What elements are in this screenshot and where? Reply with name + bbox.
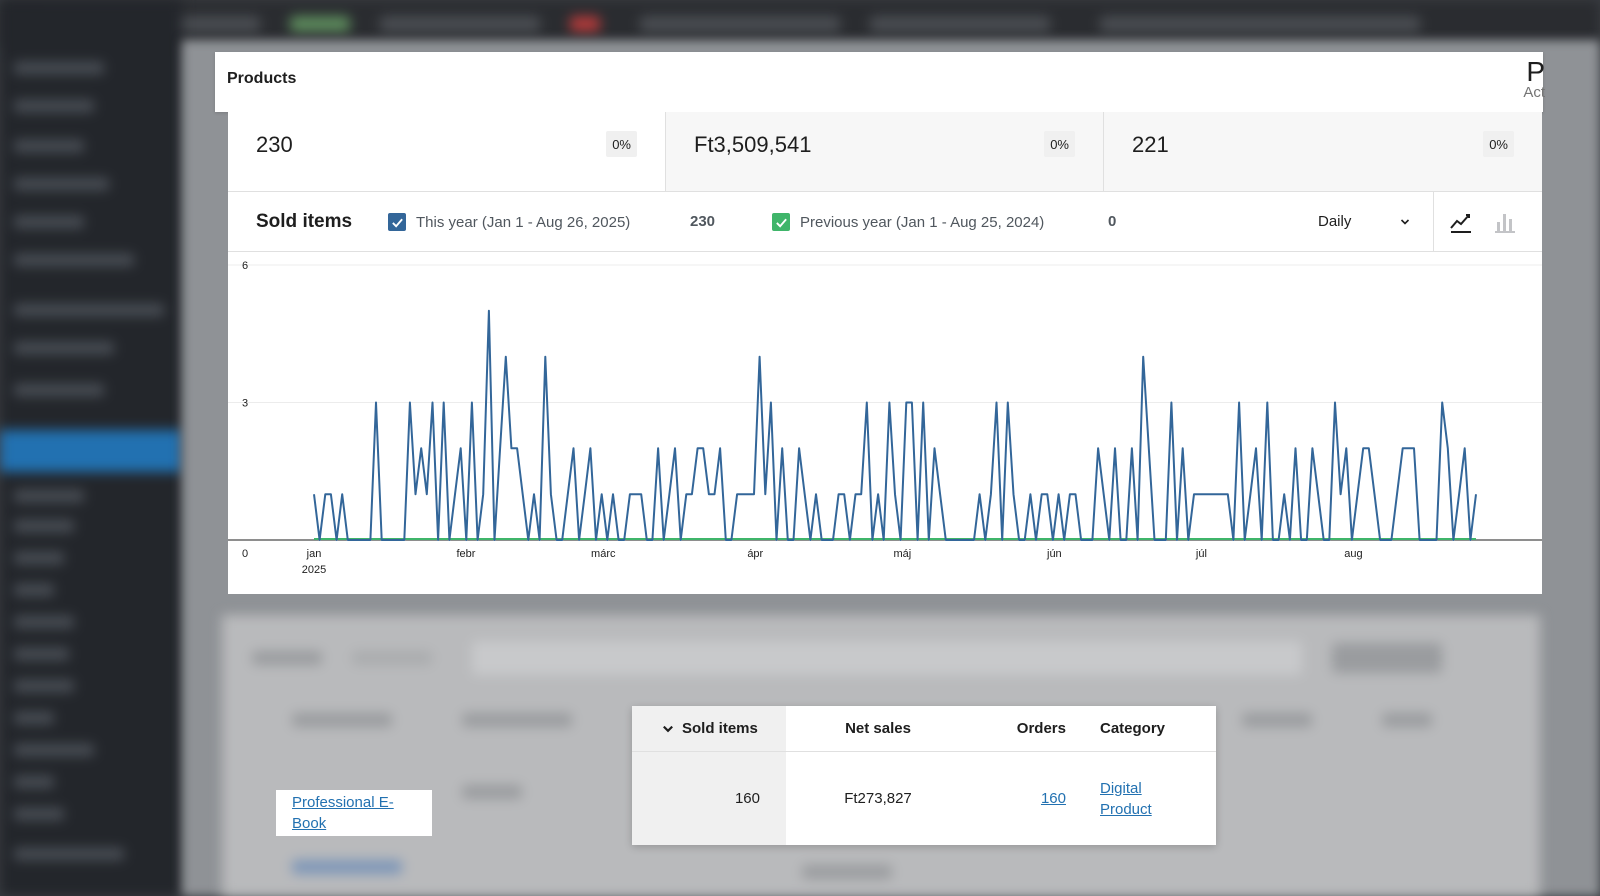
product-link[interactable]: Professional E-Book — [292, 794, 394, 832]
column-header-label: Orders — [1016, 720, 1066, 737]
summary-orders[interactable]: 221 0% — [1104, 112, 1542, 192]
line-chart-icon[interactable] — [1448, 209, 1474, 235]
product-stats-table: Sold items Net sales Orders Category 160… — [632, 706, 1216, 845]
report-header: Products P Act — [215, 52, 1545, 112]
x-tick-sublabel: 2025 — [302, 564, 326, 576]
sold-items-line-chart[interactable]: 0 3 6 jan 2025 febr márc ápr máj jún júl aug — [228, 252, 1542, 594]
check-icon — [775, 218, 787, 228]
orders-link[interactable]: 160 — [1040, 790, 1066, 807]
legend-previous-year[interactable]: Previous year (Jan 1 - Aug 25, 2024) — [772, 213, 1044, 231]
column-header-orders[interactable]: Orders — [970, 706, 1070, 752]
summary-sold-items[interactable]: 230 0% — [228, 112, 666, 192]
series-line-this-year — [313, 309, 1477, 541]
chart-legend-bar: Sold items This year (Jan 1 - Aug 26, 20… — [228, 192, 1542, 252]
category-link[interactable]: Digital Product — [1100, 779, 1152, 818]
cell-value: 160 — [734, 790, 760, 807]
interval-select[interactable]: Daily — [1318, 213, 1410, 230]
checkbox-previous-year[interactable] — [772, 213, 790, 231]
y-tick-label: 3 — [242, 398, 248, 410]
legend-label: This year (Jan 1 - Aug 26, 2025) — [416, 213, 631, 231]
legend-total-this-year: 230 — [690, 213, 716, 230]
cell-value: Ft273,827 — [844, 790, 912, 807]
chevron-down-icon — [663, 725, 673, 732]
checkbox-this-year[interactable] — [388, 213, 406, 231]
products-table-background — [222, 615, 1540, 896]
column-header-sold-items[interactable]: Sold items — [632, 706, 786, 752]
summary-value: 230 — [256, 132, 293, 157]
x-tick-label: júl — [1195, 548, 1207, 560]
check-icon — [391, 218, 403, 228]
column-header-label: Sold items — [682, 720, 758, 737]
column-header-label: Category — [1100, 720, 1166, 737]
cell-orders: 160 — [970, 752, 1070, 845]
summary-value: 221 — [1132, 132, 1169, 157]
y-tick-label: 6 — [242, 260, 248, 272]
column-header-label: Net sales — [845, 720, 911, 737]
x-tick-label: ápr — [747, 548, 763, 560]
y-tick-label: 0 — [242, 548, 248, 560]
header-cut-off-label[interactable]: Act — [1523, 84, 1545, 101]
x-tick-label: jan — [306, 548, 322, 560]
column-header-category[interactable]: Category — [1070, 706, 1216, 752]
x-tick-label: aug — [1344, 548, 1362, 560]
product-name-cell: Professional E-Book — [276, 790, 432, 836]
legend-divider — [1433, 192, 1434, 252]
summary-delta-badge: 0% — [1044, 131, 1075, 157]
admin-sidebar — [0, 0, 182, 896]
summary-delta-badge: 0% — [606, 131, 637, 157]
chart-title: Sold items — [256, 211, 353, 232]
chevron-down-icon — [1400, 219, 1410, 225]
x-tick-label: jún — [1046, 548, 1062, 560]
cell-category: Digital Product — [1070, 752, 1216, 845]
report-card: 230 0% Ft3,509,541 0% 221 0% Sold items … — [228, 112, 1542, 594]
summary-value: Ft3,509,541 — [694, 132, 812, 157]
column-header-net-sales[interactable]: Net sales — [786, 706, 970, 752]
bar-chart-icon[interactable] — [1492, 209, 1518, 235]
header-cut-off-letter: P — [1526, 56, 1545, 87]
x-tick-label: márc — [591, 548, 616, 560]
x-tick-label: máj — [893, 548, 911, 560]
legend-this-year[interactable]: This year (Jan 1 - Aug 26, 2025) — [388, 213, 630, 231]
page-title: Products — [227, 70, 297, 87]
x-tick-label: febr — [457, 548, 476, 560]
legend-label: Previous year (Jan 1 - Aug 25, 2024) — [800, 213, 1045, 231]
summary-net-sales[interactable]: Ft3,509,541 0% — [666, 112, 1104, 192]
cell-sold-items: 160 — [632, 752, 786, 845]
interval-value: Daily — [1318, 213, 1352, 230]
summary-delta-badge: 0% — [1483, 131, 1514, 157]
legend-total-previous-year: 0 — [1108, 213, 1117, 230]
cell-net-sales: Ft273,827 — [786, 752, 970, 845]
